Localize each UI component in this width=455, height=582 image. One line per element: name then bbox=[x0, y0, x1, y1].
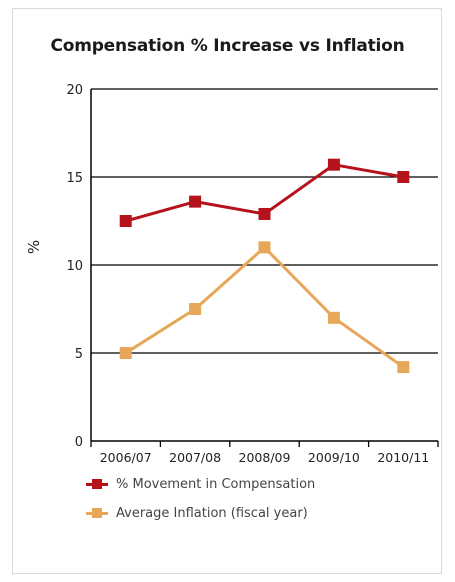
x-tick-label: 2006/07 bbox=[100, 450, 152, 465]
y-tick-label: 10 bbox=[66, 259, 83, 274]
x-tick-label: 2008/09 bbox=[239, 450, 291, 465]
data-point-series-1 bbox=[397, 171, 410, 183]
legend-swatch bbox=[86, 507, 108, 519]
data-point-series-2 bbox=[258, 241, 271, 254]
legend-label: Average Inflation (fiscal year) bbox=[116, 505, 308, 521]
chart-title: Compensation % Increase vs Inflation bbox=[50, 36, 405, 56]
data-point-series-2 bbox=[189, 303, 202, 315]
data-point-series-1 bbox=[258, 207, 271, 220]
data-point-series-2 bbox=[327, 311, 340, 324]
x-tick-label: 2009/10 bbox=[308, 450, 360, 465]
legend-marker bbox=[92, 479, 102, 489]
data-point-series-2 bbox=[119, 347, 132, 359]
y-tick-label: 15 bbox=[66, 171, 83, 186]
chart-legend: % Movement in Compensation Average Inflat… bbox=[86, 474, 315, 532]
y-tick-label: 5 bbox=[75, 347, 83, 362]
chart-frame bbox=[12, 8, 442, 574]
legend-item: % Movement in Compensation bbox=[86, 474, 315, 494]
legend-item: Average Inflation (fiscal year) bbox=[86, 503, 315, 523]
data-point-series-2 bbox=[397, 361, 410, 374]
legend-swatch bbox=[86, 478, 108, 490]
y-tick-label: 0 bbox=[75, 435, 83, 450]
x-tick-label: 2007/08 bbox=[169, 450, 221, 465]
data-point-series-1 bbox=[119, 215, 132, 227]
legend-marker bbox=[92, 508, 102, 518]
data-point-series-1 bbox=[327, 158, 340, 171]
x-tick-label: 2010/11 bbox=[377, 450, 429, 465]
data-point-series-1 bbox=[189, 195, 202, 208]
legend-label: % Movement in Compensation bbox=[116, 476, 316, 492]
y-tick-label: 20 bbox=[66, 83, 83, 98]
